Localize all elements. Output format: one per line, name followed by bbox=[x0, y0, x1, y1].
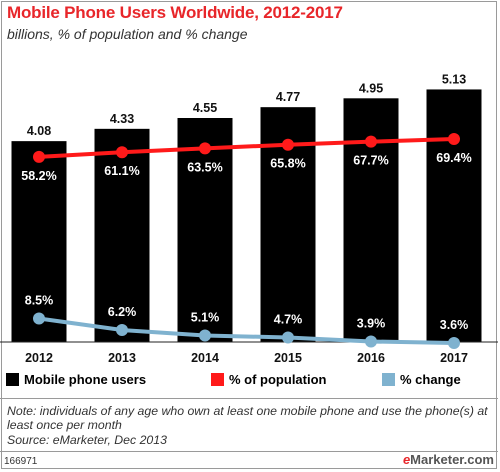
divider-bottom bbox=[0, 451, 498, 452]
change-label-2015: 4.7% bbox=[274, 313, 303, 327]
change-point-2014 bbox=[199, 329, 211, 342]
change-point-2017 bbox=[448, 337, 460, 349]
legend-swatch-change bbox=[382, 373, 395, 386]
bar-label-2012: 4.08 bbox=[27, 124, 51, 138]
x-tick-2017: 2017 bbox=[440, 351, 468, 365]
chart-source: Source: eMarketer, Dec 2013 bbox=[7, 433, 167, 447]
population-label-2012: 58.2% bbox=[21, 169, 56, 183]
population-label-2013: 61.1% bbox=[104, 164, 139, 178]
change-label-2012: 8.5% bbox=[25, 294, 54, 308]
legend-label-change: % change bbox=[400, 372, 461, 387]
change-point-2015 bbox=[282, 331, 294, 344]
legend-item-change: % change bbox=[382, 372, 461, 387]
change-label-2013: 6.2% bbox=[108, 305, 137, 319]
chart-plot: 4.08 4.33 4.55 4.77 4.95 5.13 2012 2013 2014 2015… bbox=[0, 72, 498, 365]
population-label-2015: 65.8% bbox=[270, 157, 305, 171]
bar-label-2017: 5.13 bbox=[442, 72, 466, 86]
legend-item-population: % of population bbox=[211, 372, 326, 387]
population-point-2013 bbox=[116, 146, 128, 159]
legend-swatch-users bbox=[6, 373, 19, 386]
chart-id: 166971 bbox=[4, 456, 38, 467]
legend-item-users: Mobile phone users bbox=[6, 372, 146, 387]
change-label-2017: 3.6% bbox=[440, 318, 469, 332]
bar-label-2015: 4.77 bbox=[276, 90, 300, 104]
population-point-2016 bbox=[365, 135, 377, 148]
chart-note: Note: individuals of any age who own at … bbox=[7, 404, 488, 432]
x-tick-2014: 2014 bbox=[191, 351, 219, 365]
change-point-2012 bbox=[33, 312, 45, 325]
x-tick-2016: 2016 bbox=[357, 351, 385, 365]
population-label-2017: 69.4% bbox=[436, 151, 471, 165]
population-line bbox=[38, 136, 455, 159]
change-line bbox=[38, 316, 455, 345]
bar-2012 bbox=[11, 141, 67, 342]
divider-top bbox=[0, 398, 498, 399]
bar-label-2016: 4.95 bbox=[359, 81, 383, 95]
x-tick-2013: 2013 bbox=[108, 351, 136, 365]
change-label-2016: 3.9% bbox=[357, 317, 386, 331]
bar-label-2014: 4.55 bbox=[193, 101, 217, 115]
population-label-2014: 63.5% bbox=[187, 160, 222, 174]
change-point-2013 bbox=[116, 324, 128, 336]
bar-2013 bbox=[94, 128, 150, 342]
population-label-2016: 67.7% bbox=[353, 154, 388, 168]
chart-legend: Mobile phone users % of population % cha… bbox=[6, 372, 496, 392]
bar-label-2013: 4.33 bbox=[110, 112, 134, 126]
legend-label-users: Mobile phone users bbox=[24, 372, 147, 387]
chart-subtitle: billions, % of population and % change bbox=[7, 26, 248, 42]
population-point-2012 bbox=[33, 150, 45, 163]
change-label-2014: 5.1% bbox=[191, 311, 220, 325]
legend-swatch-population bbox=[211, 373, 224, 386]
bar-2016 bbox=[343, 98, 399, 342]
population-point-2014 bbox=[199, 142, 211, 155]
population-point-2015 bbox=[282, 138, 294, 151]
change-point-2016 bbox=[365, 335, 377, 348]
bar-2017 bbox=[426, 89, 482, 342]
legend-label-population: % of population bbox=[229, 372, 327, 387]
bar-2014 bbox=[177, 118, 233, 342]
chart-title: Mobile Phone Users Worldwide, 2012-2017 bbox=[7, 3, 343, 22]
brand-logo: eMarketer.com bbox=[402, 452, 494, 467]
x-tick-2012: 2012 bbox=[25, 351, 53, 365]
population-point-2017 bbox=[448, 132, 460, 145]
x-tick-2015: 2015 bbox=[274, 351, 302, 365]
